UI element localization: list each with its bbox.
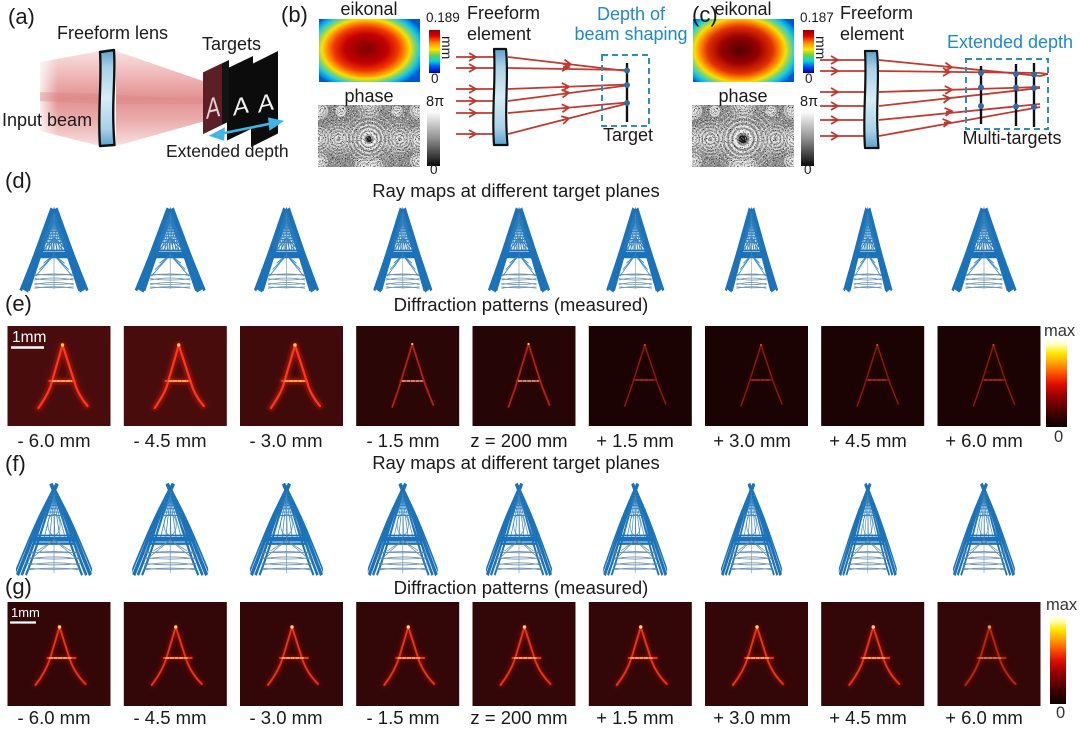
svg-text:A: A [258,88,275,118]
svg-text:A: A [206,91,221,126]
svg-text:1mm: 1mm [11,605,40,620]
svg-text:A: A [233,91,250,121]
svg-text:1mm: 1mm [12,329,46,346]
